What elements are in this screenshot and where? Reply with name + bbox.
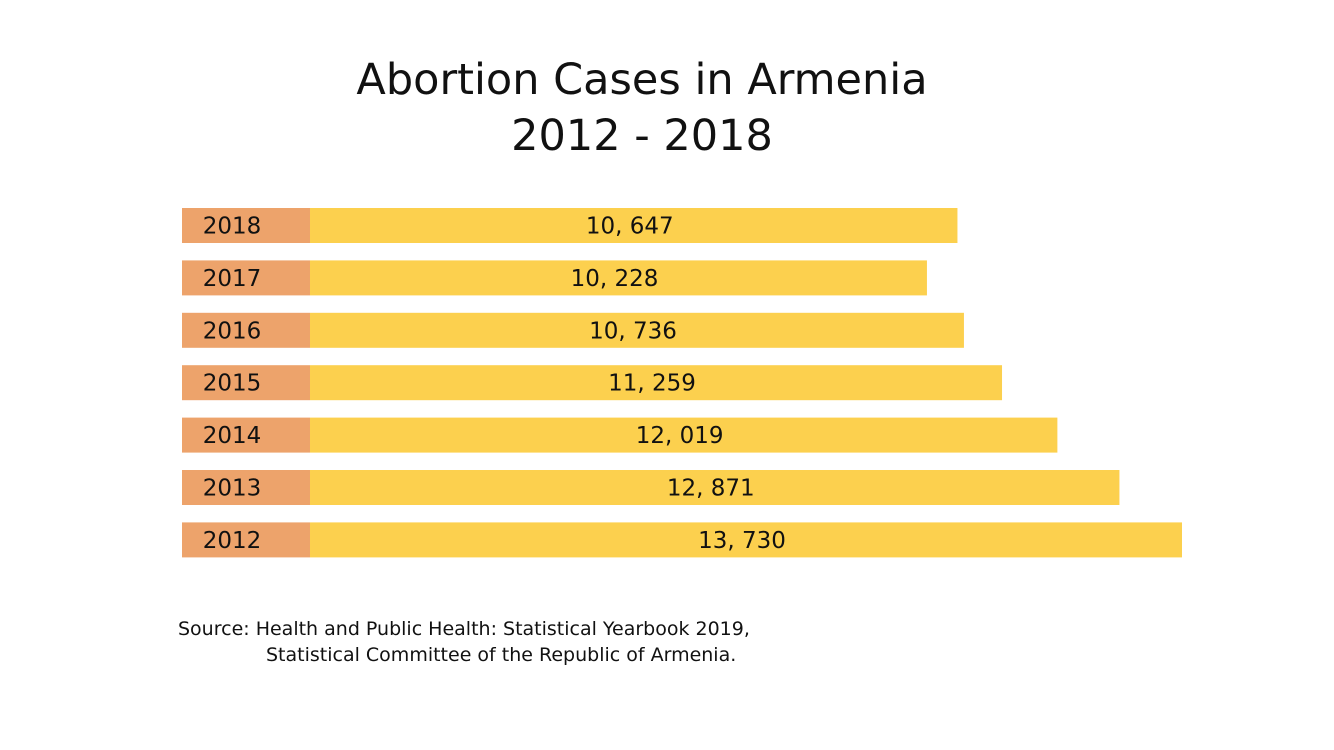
year-label-2017: 2017: [203, 266, 262, 292]
bar-2016: [310, 312, 964, 348]
bar-row-2015: 2015 11, 259: [182, 365, 1003, 401]
source-note: Source: Health and Public Health: Statis…: [178, 616, 750, 668]
bar-2018: [310, 208, 958, 243]
value-label-2018: 10, 647: [586, 214, 674, 240]
year-label-2015: 2015: [203, 371, 262, 397]
year-label-2016: 2016: [203, 318, 262, 344]
year-box-2015: [182, 365, 310, 401]
bar-row-2014: 2014 12, 019: [182, 417, 1058, 453]
year-label-2012: 2012: [203, 528, 262, 554]
value-label-2012: 13, 730: [698, 528, 786, 554]
bar-2013: [310, 470, 1120, 505]
bar-2015: [310, 365, 1003, 401]
bar-row-2012: 2012 13, 730: [182, 522, 1182, 558]
bar-2017: [310, 260, 927, 296]
bar-2012: [310, 522, 1182, 558]
chart-title: Abortion Cases in Armenia 2012 - 2018: [0, 52, 1284, 164]
bar-row-2016: 2016 10, 736: [182, 312, 964, 348]
year-label-2013: 2013: [203, 476, 262, 502]
bar-2014: [310, 417, 1058, 453]
source-line-2: Statistical Committee of the Republic of…: [266, 644, 737, 666]
year-box-2016: [182, 312, 310, 348]
chart-title-main: Abortion Cases in Armenia: [356, 55, 928, 105]
year-box-2017: [182, 260, 310, 296]
value-label-2015: 11, 259: [608, 371, 696, 397]
year-label-2014: 2014: [203, 423, 262, 449]
source-line-1: Source: Health and Public Health: Statis…: [178, 618, 750, 640]
year-label-2018: 2018: [203, 214, 262, 240]
chart-title-years: 2012 - 2018: [511, 111, 773, 161]
value-label-2014: 12, 019: [636, 423, 724, 449]
bar-row-2018: 2018 10, 647: [182, 208, 958, 243]
value-label-2017: 10, 228: [571, 266, 659, 292]
bar-row-2017: 2017 10, 228: [182, 260, 927, 296]
value-label-2016: 10, 736: [589, 318, 677, 344]
year-box-2014: [182, 417, 310, 453]
year-box-2018: [182, 208, 310, 243]
value-label-2013: 12, 871: [667, 476, 755, 502]
bar-chart: 2018 10, 647 2017 10, 228 2016 10, 736 2015 11,…: [182, 208, 1182, 558]
bar-row-2013: 2013 12, 871: [182, 470, 1120, 505]
year-box-2013: [182, 470, 310, 505]
year-box-2012: [182, 522, 310, 558]
